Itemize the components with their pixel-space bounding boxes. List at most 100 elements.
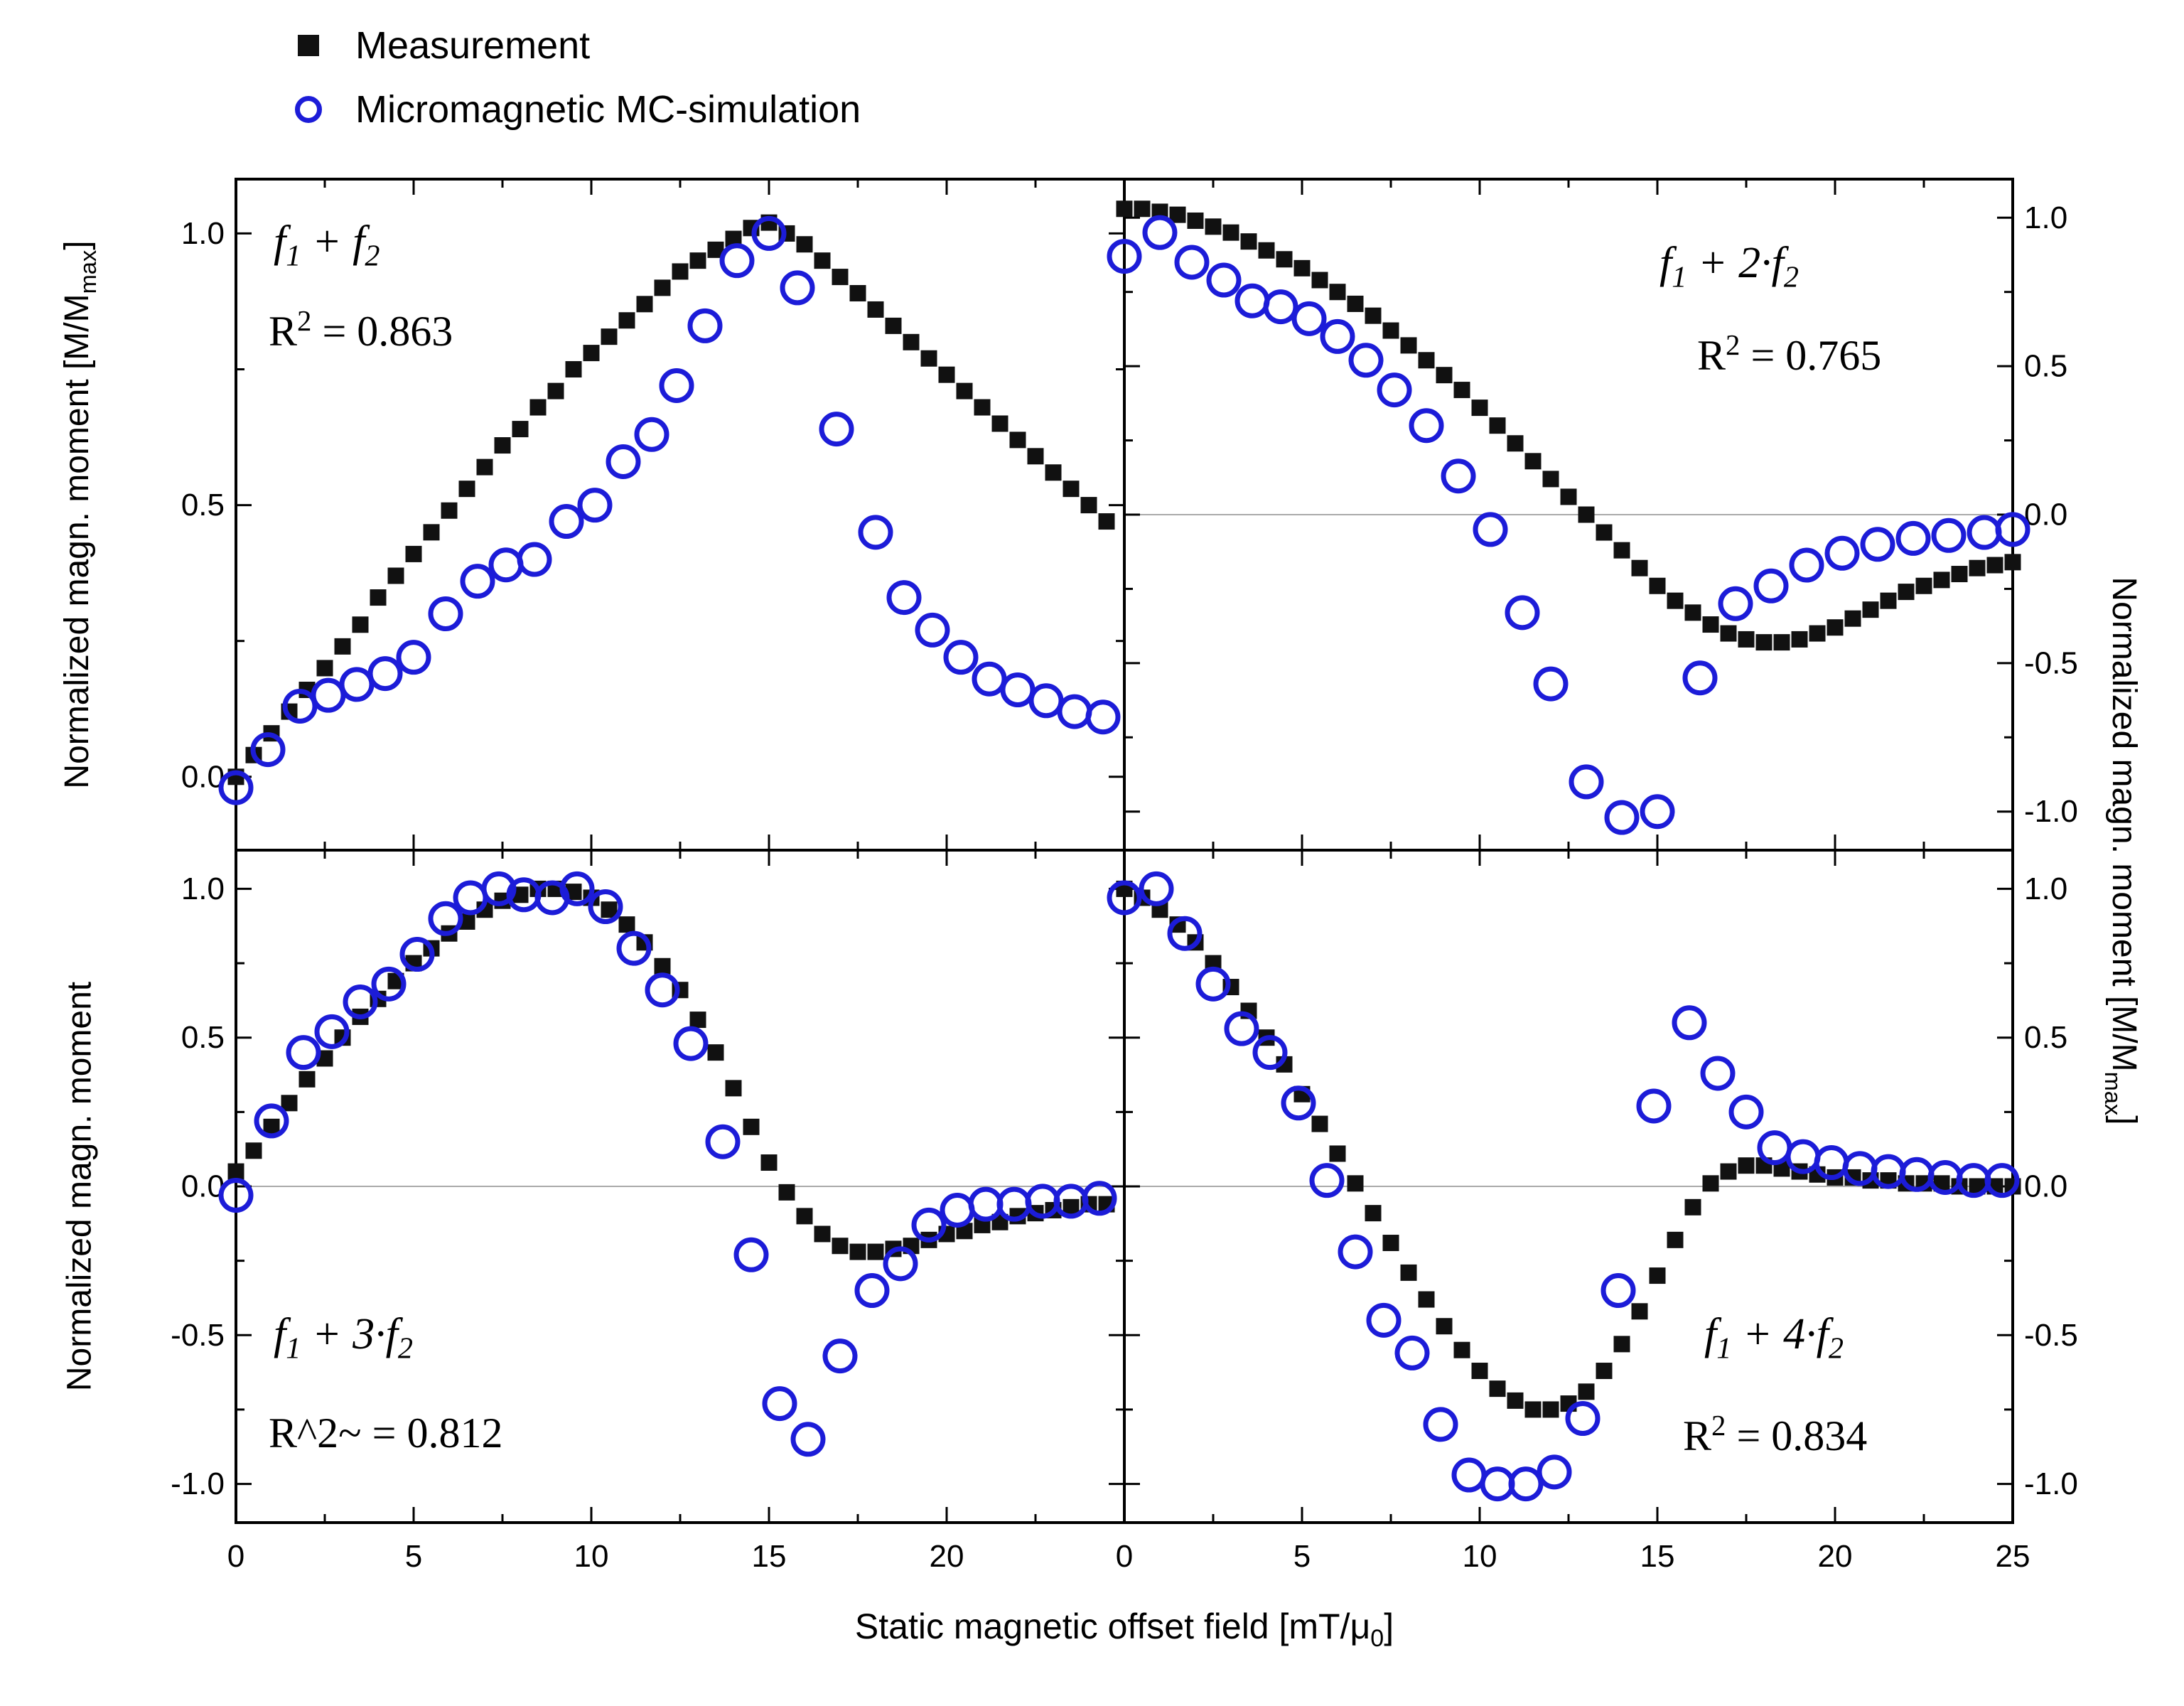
y-tick-label: 0.0 (2024, 1169, 2067, 1204)
measurement-point (849, 1243, 866, 1260)
measurement-point (1880, 592, 1897, 609)
simulation-point (1728, 1094, 1764, 1130)
simulation-point (1601, 1273, 1636, 1309)
y-tick-label: 0.5 (181, 1020, 225, 1055)
simulation-point (1028, 683, 1064, 719)
measurement-point (458, 481, 475, 498)
measurement-point (725, 1080, 742, 1097)
measurement-point (2004, 554, 2021, 571)
measurement-point (1667, 592, 1684, 609)
measurement-point (1578, 506, 1595, 523)
measurement-point (1631, 1303, 1648, 1320)
measurement-point (1134, 200, 1151, 218)
measurement-point (1329, 284, 1346, 301)
simulation-point (1931, 517, 1967, 553)
measurement-point (1578, 1383, 1595, 1400)
simulation-point (1000, 672, 1035, 708)
measurement-point (1684, 604, 1701, 621)
legend-swatch-box (290, 96, 327, 123)
simulation-point (972, 661, 1007, 697)
measurement-point (654, 279, 671, 296)
y-tick-label: -1.0 (2024, 794, 2078, 829)
y-tick-label: -0.5 (2024, 1318, 2078, 1353)
simulation-point (1252, 1035, 1288, 1071)
measurement-point (1738, 1157, 1755, 1174)
simulation-series (1107, 871, 2020, 1502)
measurement-point (814, 252, 831, 269)
simulation-point (705, 1124, 741, 1159)
measurement-point (1098, 513, 1115, 530)
measurement-point (743, 1118, 760, 1135)
measurement-point (867, 301, 884, 318)
simulation-point (1291, 301, 1327, 336)
simulation-point (1057, 694, 1092, 729)
simulation-point (1451, 1457, 1487, 1493)
simulation-point (606, 444, 641, 479)
simulation-point (1860, 527, 1895, 562)
x-axis-title: Static magnetic offset field [mT/μ0] (854, 1606, 1394, 1652)
measurement-point (1222, 224, 1239, 241)
measurement-point (796, 236, 813, 253)
measurement-point (796, 1208, 813, 1225)
measurement-point (1507, 1392, 1524, 1409)
measurement-point (1542, 1401, 1559, 1418)
simulation-point (1224, 1011, 1259, 1046)
simulation-point (367, 656, 403, 692)
measurement-point (1347, 1175, 1364, 1192)
panel-4-r2-value: R2 = 0.834 (1683, 1410, 1868, 1459)
measurement-point (1542, 471, 1559, 488)
measurement-point (1507, 435, 1524, 452)
simulation-point (339, 667, 375, 702)
measurement-point (778, 1184, 795, 1201)
simulation-point (1195, 966, 1231, 1002)
simulation-point (687, 308, 723, 343)
measurement-point (1063, 481, 1080, 498)
simulation-point (634, 417, 669, 452)
y-axis-title-left-bottom: Normalized magn. moment (60, 981, 99, 1392)
simulation-point (1824, 535, 1860, 571)
measurement-point (352, 616, 369, 633)
measurement-point (1898, 584, 1915, 601)
y-tick-label: -1.0 (2024, 1466, 2078, 1501)
measurement-point (1613, 542, 1630, 559)
simulation-point (1174, 245, 1210, 280)
measurement-point (1969, 559, 1986, 576)
measurement-point (316, 660, 333, 677)
measurement-point (245, 1142, 262, 1159)
measurement-point (1613, 1336, 1630, 1353)
measurement-point (1365, 1205, 1382, 1222)
simulation-point (733, 1237, 769, 1272)
simulation-point (886, 580, 922, 616)
y-tick-label: 1.0 (2024, 871, 2067, 906)
simulation-point (1348, 343, 1384, 378)
measurement-point (1471, 1363, 1488, 1380)
simulation-point (858, 515, 893, 550)
measurement-point (1649, 577, 1666, 594)
panel-1-label: f1 + f2 (274, 218, 380, 273)
simulation-point (719, 243, 755, 279)
y-tick-label: -0.5 (171, 1318, 225, 1353)
measurement-point (441, 502, 458, 519)
measurement-point (1489, 1380, 1506, 1397)
y-tick-label: 1.0 (181, 216, 225, 251)
simulation-point (1366, 1302, 1402, 1338)
measurement-point (1276, 251, 1293, 268)
measurement-point (1524, 453, 1542, 470)
measurement-point (1631, 559, 1648, 576)
measurement-point (1382, 1235, 1399, 1252)
measurement-point (1489, 417, 1506, 434)
measurement-point (1063, 1198, 1080, 1216)
simulation-point (1569, 764, 1604, 800)
legend-item-simulation: Micromagnetic MC-simulation (290, 84, 861, 135)
simulation-point (968, 1186, 1004, 1222)
simulation-point (1508, 1466, 1544, 1502)
measurement-point (707, 241, 724, 258)
measurement-point (903, 333, 920, 350)
measurement-point (956, 382, 973, 399)
simulation-point (1473, 512, 1508, 547)
simulation-point (1409, 408, 1444, 444)
measurement-point (334, 638, 351, 655)
x-tick-label: 10 (1463, 1539, 1497, 1574)
measurement-point (1453, 1341, 1470, 1358)
simulation-point (1142, 215, 1178, 250)
